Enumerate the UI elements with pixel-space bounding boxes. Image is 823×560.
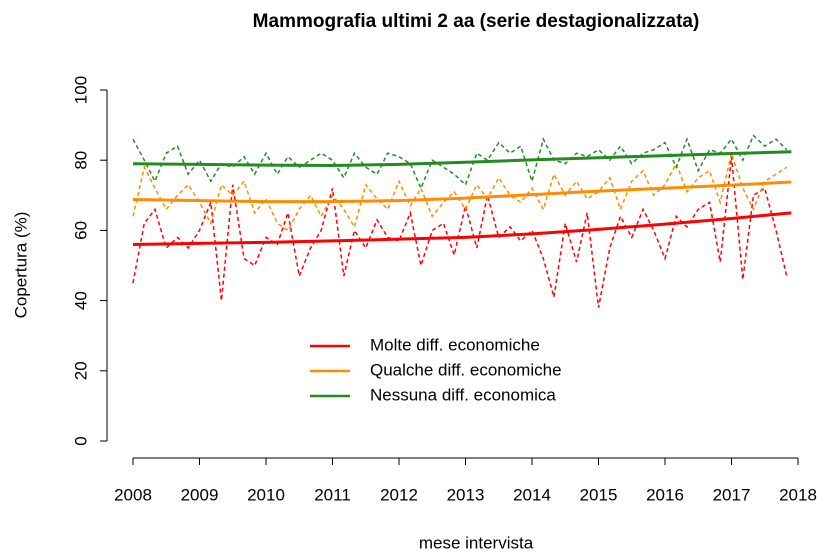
- y-tick-label: 100: [71, 76, 90, 104]
- raw-line: [132, 156, 788, 308]
- legend-label: Qualche diff. economiche: [370, 360, 562, 379]
- y-axis-label: Copertura (%): [11, 212, 30, 319]
- x-tick-label: 2018: [779, 485, 817, 504]
- trend-line: [132, 211, 792, 246]
- raw-line: [132, 150, 788, 232]
- x-tick-label: 2012: [380, 485, 418, 504]
- chart-title: Mammografia ultimi 2 aa (serie destagion…: [253, 11, 700, 32]
- x-tick-label: 2013: [447, 485, 485, 504]
- x-tick-label: 2009: [181, 485, 219, 504]
- x-tick-label: 2011: [314, 485, 351, 504]
- trend-line: [132, 150, 792, 167]
- x-tick-label: 2008: [114, 485, 152, 504]
- y-tick-label: 20: [71, 361, 90, 380]
- x-axis-label: mese intervista: [419, 533, 534, 552]
- legend-label: Nessuna diff. economica: [370, 385, 556, 404]
- y-tick-label: 80: [71, 151, 90, 170]
- legend-label: Molte diff. economiche: [370, 335, 540, 354]
- x-tick-label: 2017: [713, 485, 751, 504]
- x-tick-label: 2010: [247, 485, 285, 504]
- x-tick-label: 2015: [580, 485, 618, 504]
- y-tick-label: 40: [71, 291, 90, 310]
- y-tick-label: 0: [71, 436, 90, 445]
- y-tick-label: 60: [71, 221, 90, 240]
- trend-line: [132, 180, 792, 204]
- x-tick-label: 2016: [646, 485, 684, 504]
- x-tick-label: 2014: [513, 485, 551, 504]
